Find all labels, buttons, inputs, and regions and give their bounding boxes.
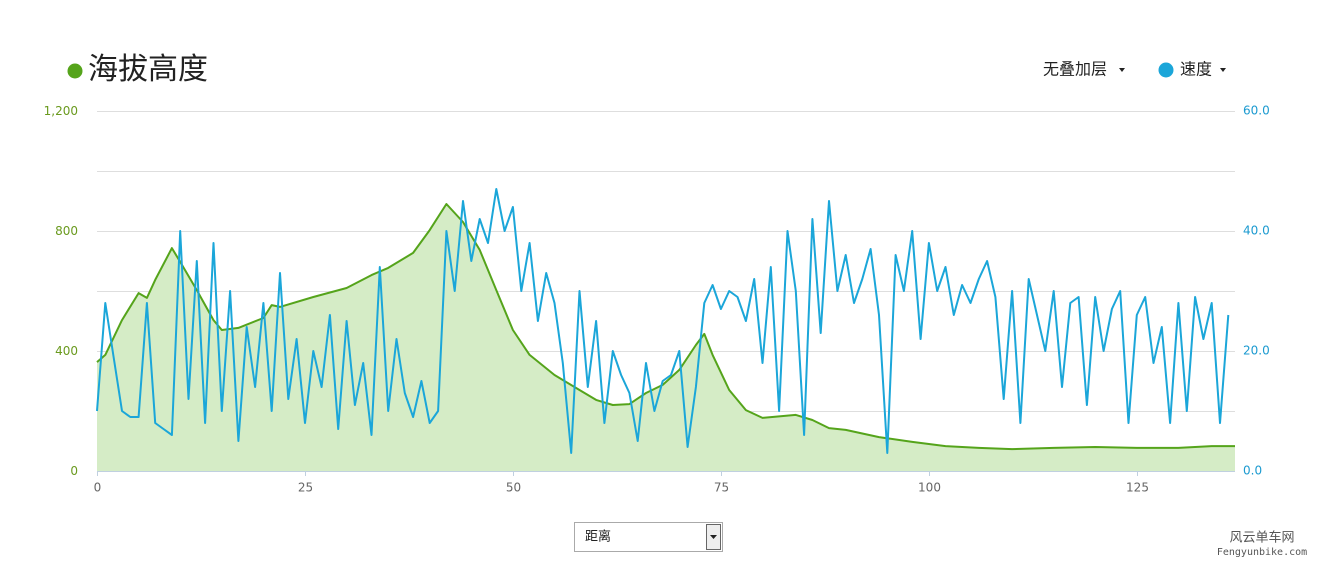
select-arrow (710, 535, 717, 539)
chart-title: 海拔高度 (88, 52, 208, 87)
overlay-menu[interactable]: 无叠加层 (1043, 60, 1125, 79)
area-fill (97, 204, 1235, 471)
y2-tick-label: 60.0 (1243, 104, 1270, 118)
dropdown-arrow (1119, 68, 1125, 72)
series-line (96, 188, 1230, 454)
dropdown-arrow (1220, 68, 1226, 72)
y-tick-label: 1,200 (44, 104, 78, 118)
watermark-url: Fengyunbike.com (1217, 547, 1307, 558)
legend-label[interactable]: 速度 (1180, 60, 1212, 79)
legend-dot (1158, 62, 1174, 78)
title-dot (67, 63, 83, 79)
y-tick-label: 400 (55, 344, 78, 358)
x-tick-label: 25 (298, 481, 313, 495)
x-tick-label: 0 (94, 481, 102, 495)
x-tick-label: 75 (714, 481, 729, 495)
series-line (96, 203, 1235, 451)
select-label: 距离 (585, 529, 611, 545)
x-tick-label: 100 (918, 481, 941, 495)
y-tick-label: 800 (55, 224, 78, 238)
x-selector[interactable]: 距离 (574, 522, 723, 552)
y2-tick-label: 20.0 (1243, 344, 1270, 358)
select-box[interactable] (574, 522, 723, 552)
overlay-label[interactable]: 无叠加层 (1043, 60, 1107, 79)
watermark: 风云单车网 (1229, 530, 1294, 546)
y-tick-label: 0 (70, 464, 78, 478)
y2-tick-label: 0.0 (1243, 464, 1262, 478)
legend[interactable]: 速度 (1158, 60, 1227, 79)
plot-area: 0 400 800 1,200 0.0 20.0 40.0 60.0 0 25 50 75 100 125 (44, 104, 1270, 495)
x-tick-label: 125 (1126, 481, 1149, 495)
y2-tick-label: 40.0 (1243, 224, 1270, 238)
x-tick-label: 50 (506, 481, 521, 495)
